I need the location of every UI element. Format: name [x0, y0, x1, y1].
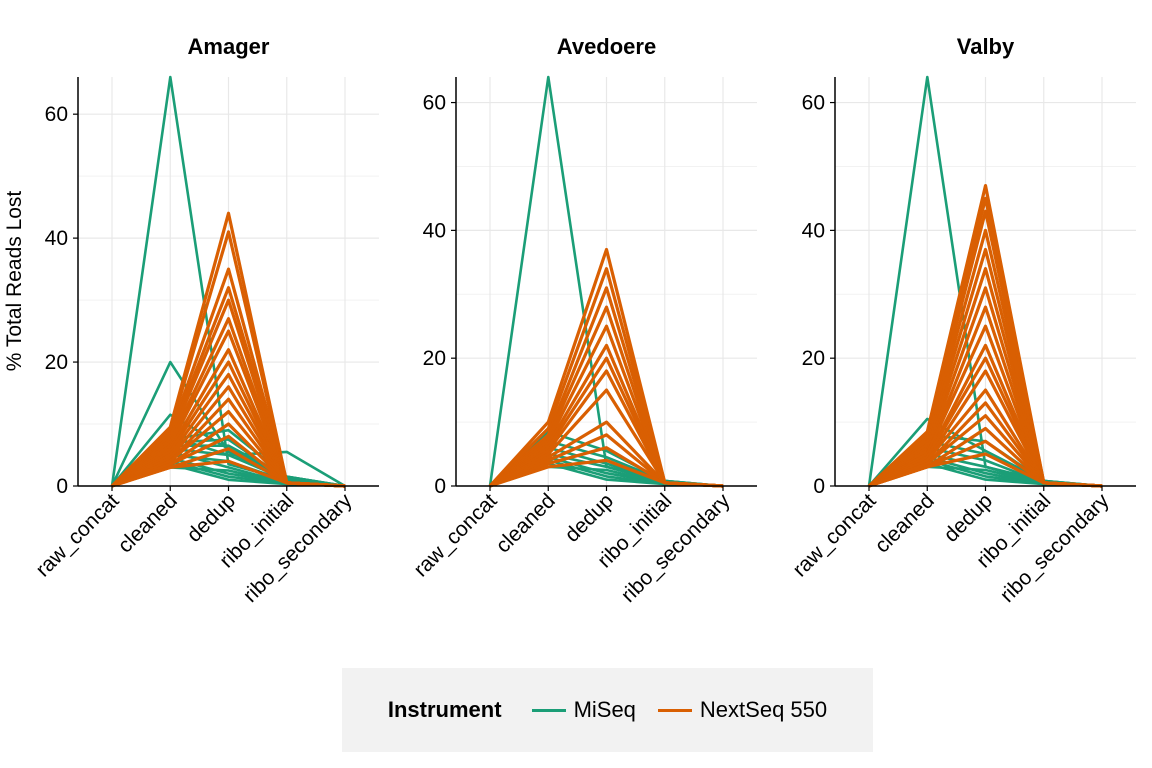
- legend-title: Instrument: [387, 697, 502, 722]
- y-tick-label: 60: [45, 103, 68, 126]
- legend-item-nextseq: NextSeq 550: [657, 697, 828, 723]
- legend-swatch-nextseq: [657, 708, 692, 712]
- y-tick-label: 0: [813, 475, 825, 498]
- y-tick-label: 20: [802, 347, 825, 370]
- x-tick-label: raw_concat: [788, 489, 880, 581]
- x-tick-label: cleaned: [114, 489, 182, 557]
- x-tick-label: dedup: [939, 489, 997, 547]
- legend-item-miseq: MiSeq: [531, 697, 636, 723]
- x-tick-label: ribo_secondary: [996, 489, 1114, 607]
- x-tick-label: ribo_secondary: [617, 489, 735, 607]
- faceted-line-chart: % Total Reads Lost0204060raw_concatclean…: [3, 34, 1136, 607]
- y-tick-label: 20: [45, 351, 68, 374]
- y-tick-label: 40: [45, 227, 68, 250]
- series-line-nextseq: [868, 452, 1103, 488]
- y-tick-label: 40: [423, 219, 446, 242]
- x-tick-label: ribo_secondary: [239, 489, 357, 607]
- x-tick-label: raw_concat: [31, 489, 123, 581]
- facet-title: Amager: [188, 34, 270, 59]
- y-tick-label: 60: [802, 92, 825, 115]
- y-axis-title: % Total Reads Lost: [3, 191, 26, 372]
- x-tick-label: raw_concat: [409, 489, 501, 581]
- series-line-nextseq: [489, 458, 724, 488]
- y-tick-label: 0: [56, 475, 68, 498]
- x-tick-label: dedup: [560, 489, 618, 547]
- x-tick-label: cleaned: [871, 489, 939, 557]
- y-tick-label: 40: [802, 219, 825, 242]
- x-tick-label: dedup: [182, 489, 240, 547]
- legend: Instrument MiSeq NextSeq 550: [342, 668, 873, 752]
- legend-swatch-miseq: [531, 708, 566, 712]
- y-tick-label: 0: [434, 475, 446, 498]
- y-tick-label: 20: [423, 347, 446, 370]
- legend-label-nextseq: NextSeq 550: [699, 697, 828, 722]
- y-tick-label: 60: [423, 92, 446, 115]
- facet-title: Valby: [957, 34, 1015, 59]
- series-line-nextseq: [111, 459, 346, 488]
- x-tick-label: cleaned: [492, 489, 560, 557]
- facet-title: Avedoere: [557, 34, 656, 59]
- legend-label-miseq: MiSeq: [573, 697, 636, 722]
